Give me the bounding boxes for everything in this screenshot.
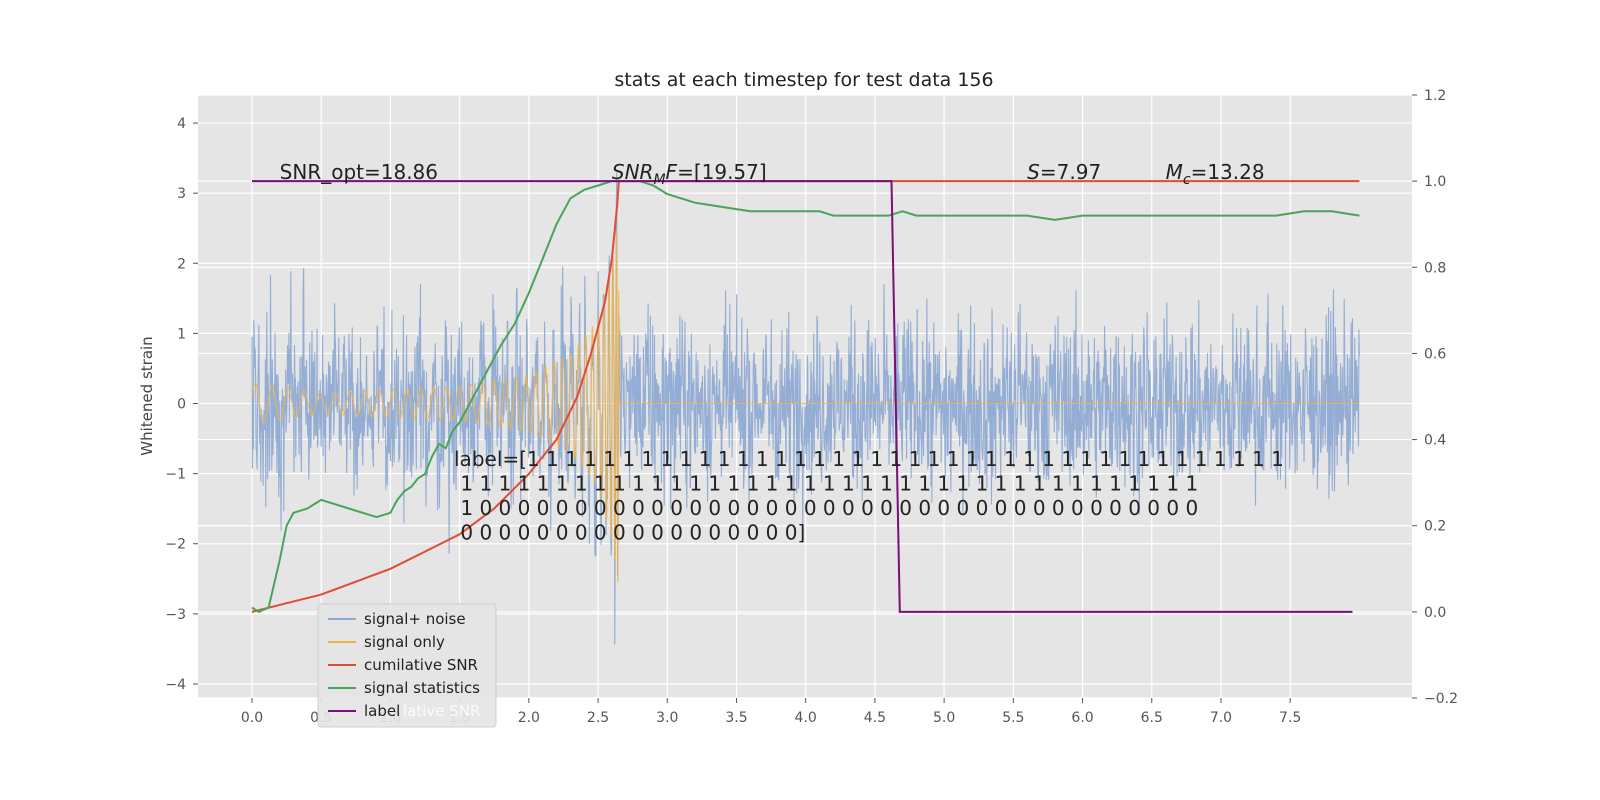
label-array-line: 0 0 0 0 0 0 0 0 0 0 0 0 0 0 0 0 0 0]	[454, 521, 805, 545]
x-tick-label: 7.5	[1279, 710, 1301, 726]
legend-label: signal only	[364, 633, 445, 651]
x-tick-label: 6.5	[1141, 710, 1163, 726]
y-tick-label-left: 2	[177, 256, 186, 272]
signal-statistics-line	[251, 180, 1360, 614]
x-tick-label: 4.5	[864, 710, 886, 726]
legend-label: cumilative SNR	[364, 656, 478, 674]
x-tick-label: 3.0	[656, 710, 678, 726]
y-tick-label-right: 0.8	[1424, 260, 1446, 276]
legend-box	[317, 603, 497, 728]
y-tick-label-right: 0.4	[1424, 433, 1446, 449]
s-annotation: S=7.97	[1027, 160, 1101, 184]
signal-noise-line	[251, 172, 1360, 645]
snr-opt-annotation: SNR_opt=18.86	[280, 160, 438, 184]
signal-only-line	[251, 231, 1360, 583]
legend-label: label	[364, 702, 400, 720]
x-tick-label: 0.0	[241, 710, 263, 726]
legend-label: signal statistics	[364, 679, 480, 697]
y-tick-label-left: 0	[177, 397, 186, 413]
y-tick-label-right: 1.2	[1424, 88, 1446, 104]
annotations: SNR_opt=18.86 SNRMF=[19.57] S=7.97 Mc=13.28…	[280, 160, 1284, 544]
signal-only-series	[251, 231, 1360, 583]
label-array-line: 1 0 0 0 0 0 0 0 0 0 0 0 0 0 0 0 0 0 0 0 …	[454, 496, 1198, 520]
legend-label: signal+ noise	[364, 610, 466, 628]
legend-ghost-text: lative SNR	[403, 702, 480, 720]
y-tick-label-right: 0.6	[1424, 346, 1446, 362]
x-tick-label: 2.5	[587, 710, 609, 726]
y-tick-label-left: 3	[177, 186, 186, 202]
y-tick-label-left: 4	[177, 116, 186, 132]
x-tick-label: 5.0	[933, 710, 955, 726]
y-tick-label-right: 1.0	[1424, 174, 1446, 190]
y-tick-label-left: −2	[165, 537, 186, 553]
y-tick-label-right: −0.2	[1424, 691, 1458, 707]
x-tick-label: 2.0	[518, 710, 540, 726]
y-axis-label: Whitened strain	[138, 336, 156, 455]
chart-title: stats at each timestep for test data 156	[614, 69, 993, 91]
label-array-line: 1 1 1 1 1 1 1 1 1 1 1 1 1 1 1 1 1 1 1 1 …	[454, 472, 1198, 496]
snr-mf-annotation: SNRMF=[19.57]	[612, 160, 767, 188]
y-tick-label-left: −1	[165, 467, 186, 483]
y-tick-label-left: −4	[165, 677, 186, 693]
right-axis-series	[251, 180, 1360, 614]
x-tick-label: 3.5	[725, 710, 747, 726]
cumulative-snr-line	[251, 180, 1360, 613]
y-tick-label-right: 0.2	[1424, 519, 1446, 535]
legend: lative SNR signal+ noise signal only cumila…	[317, 603, 497, 728]
x-tick-label: 6.0	[1071, 710, 1093, 726]
label-array-line: label=[1 1 1 1 1 1 1 1 1 1 1 1 1 1 1 1 1…	[454, 447, 1284, 471]
mc-annotation: Mc=13.28	[1166, 160, 1265, 188]
y-tick-label-left: 1	[177, 326, 186, 342]
x-tick-label: 7.0	[1210, 710, 1232, 726]
signal-noise-series	[251, 172, 1360, 645]
y-tick-label-right: 0.0	[1424, 605, 1446, 621]
label-line	[252, 180, 1353, 613]
x-tick-label: 4.0	[795, 710, 817, 726]
x-tick-label: 5.5	[1002, 710, 1024, 726]
y-tick-label-left: −3	[165, 607, 186, 623]
